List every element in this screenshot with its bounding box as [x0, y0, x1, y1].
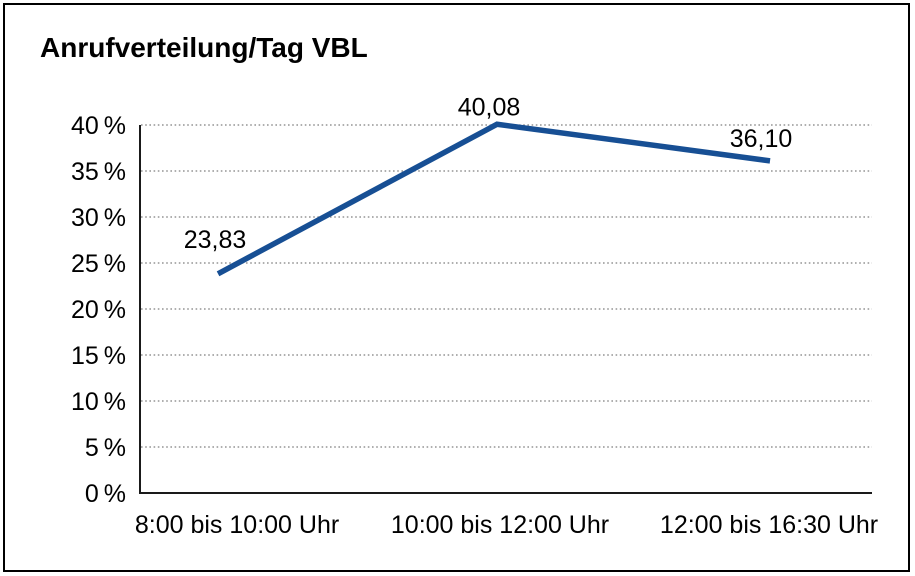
y-tick-label: 35 %	[71, 158, 126, 186]
chart-title: Anrufverteilung/Tag VBL	[40, 32, 368, 63]
x-category-label: 10:00 bis 12:00 Uhr	[391, 511, 609, 539]
data-line	[216, 121, 771, 277]
y-tick-label: 0 %	[85, 480, 126, 508]
data-point-label: 23,83	[184, 226, 247, 254]
y-tick-label: 15 %	[71, 342, 126, 370]
y-tick-label: 10 %	[71, 388, 126, 416]
chart-frame-border	[3, 3, 910, 572]
y-tick-label: 40 %	[71, 112, 126, 140]
y-tick-label: 30 %	[71, 204, 126, 232]
x-category-label: 8:00 bis 10:00 Uhr	[135, 511, 339, 539]
data-point-label: 40,08	[458, 93, 521, 121]
y-tick-label: 5 %	[85, 434, 126, 462]
data-point-label: 36,10	[730, 125, 793, 153]
y-tick-label: 25 %	[71, 250, 126, 278]
y-tick-label: 20 %	[71, 296, 126, 324]
x-category-label: 12:00 bis 16:30 Uhr	[660, 511, 878, 539]
